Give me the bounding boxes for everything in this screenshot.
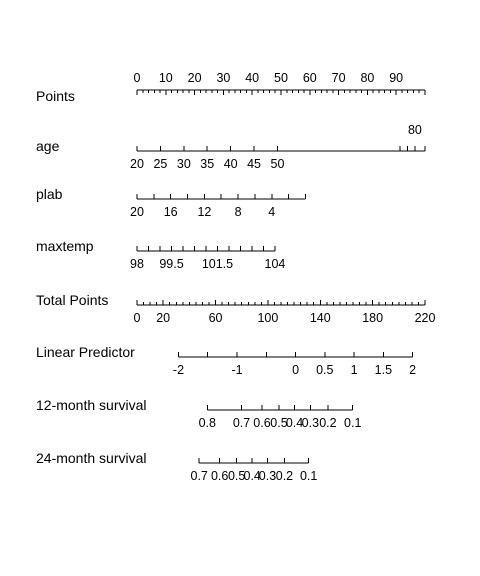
tick-label-age: 35 [200, 157, 214, 171]
row-label-maxtemp: maxtemp [36, 238, 94, 254]
row-label-points: Points [36, 88, 75, 104]
tick-label-12-month-survival: 0.1 [344, 416, 361, 430]
tick-label-points: 60 [303, 71, 317, 85]
tick-label-12-month-survival: 0.8 [199, 416, 216, 430]
row-label-total-points: Total Points [36, 292, 108, 308]
tick-label-24-month-survival: 0.6 [211, 469, 228, 483]
row-points: Points 0 10 20 30 40 50 60 70 80 90 [36, 71, 426, 104]
tick-label-24-month-survival: 0.5 [228, 469, 245, 483]
tick-label-linear-predictor: 0 [292, 363, 299, 377]
tick-label-age-tail: 80 [408, 123, 422, 137]
tick-label-age: 20 [130, 157, 144, 171]
tick-label-maxtemp: 104 [265, 257, 286, 271]
row-label-12-month-survival: 12-month survival [36, 397, 147, 413]
tick-label-points: 40 [245, 71, 259, 85]
row-age: age 20 25 30 35 40 45 50 80 [36, 123, 426, 171]
row-total-points: Total Points 0 20 60 100 140 180 220 [36, 292, 435, 325]
tick-label-linear-predictor: -2 [173, 363, 184, 377]
row-plab: plab 20 16 12 8 4 [36, 186, 306, 219]
tick-label-total-points: 60 [209, 311, 223, 325]
tick-label-maxtemp: 98 [130, 257, 144, 271]
tick-label-age: 30 [177, 157, 191, 171]
tick-label-linear-predictor: 2 [409, 363, 416, 377]
tick-label-24-month-survival: 0.7 [191, 469, 208, 483]
tick-label-linear-predictor: 1 [351, 363, 358, 377]
tick-label-points: 0 [134, 71, 141, 85]
tick-label-total-points: 20 [156, 311, 170, 325]
tick-label-age: 45 [247, 157, 261, 171]
tick-label-total-points: 180 [362, 311, 383, 325]
tick-label-points: 30 [216, 71, 230, 85]
tick-label-total-points: 140 [310, 311, 331, 325]
tick-label-points: 20 [188, 71, 202, 85]
tick-label-maxtemp: 101.5 [202, 257, 233, 271]
tick-label-plab: 16 [164, 205, 178, 219]
tick-label-12-month-survival: 0.7 [233, 416, 250, 430]
tick-label-maxtemp: 99.5 [159, 257, 183, 271]
tick-label-points: 90 [389, 71, 403, 85]
row-label-24-month-survival: 24-month survival [36, 450, 147, 466]
tick-label-12-month-survival: 0.5 [270, 416, 287, 430]
tick-label-12-month-survival: 0.3 [302, 416, 319, 430]
tick-label-plab: 12 [197, 205, 211, 219]
tick-label-plab: 20 [130, 205, 144, 219]
tick-label-plab: 4 [268, 205, 275, 219]
tick-label-total-points: 100 [257, 311, 278, 325]
tick-label-linear-predictor: 0.5 [316, 363, 333, 377]
row-maxtemp: maxtemp 98 99.5 101.5 104 [36, 238, 285, 271]
tick-label-total-points: 0 [134, 311, 141, 325]
row-label-linear-predictor: Linear Predictor [36, 344, 135, 360]
tick-label-linear-predictor: -1 [231, 363, 242, 377]
tick-label-points: 50 [274, 71, 288, 85]
tick-label-12-month-survival: 0.2 [319, 416, 336, 430]
row-linear-predictor: Linear Predictor -2 -1 0 0.5 1 1.5 2 [36, 344, 416, 377]
tick-label-points: 10 [159, 71, 173, 85]
tick-label-24-month-survival: 0.4 [244, 469, 261, 483]
tick-label-age: 40 [224, 157, 238, 171]
tick-label-24-month-survival: 0.2 [276, 469, 293, 483]
tick-label-total-points: 220 [415, 311, 436, 325]
tick-label-points: 70 [332, 71, 346, 85]
tick-label-12-month-survival: 0.6 [253, 416, 270, 430]
row-12-month-survival: 12-month survival 0.8 0.7 0.6 0.50.40.3 0.2 0.… [36, 397, 361, 430]
tick-label-points: 80 [360, 71, 374, 85]
row-label-age: age [36, 138, 60, 154]
tick-label-12-month-survival: 0.4 [286, 416, 303, 430]
tick-label-24-month-survival: 0.3 [259, 469, 276, 483]
tick-label-linear-predictor: 1.5 [375, 363, 392, 377]
tick-label-24-month-survival: 0.1 [300, 469, 317, 483]
tick-label-age: 25 [153, 157, 167, 171]
tick-label-age: 50 [271, 157, 285, 171]
row-label-plab: plab [36, 186, 63, 202]
tick-label-plab: 8 [235, 205, 242, 219]
row-24-month-survival: 24-month survival 0.7 0.6 0.50.40.3 0.2 0.1 [36, 450, 317, 483]
